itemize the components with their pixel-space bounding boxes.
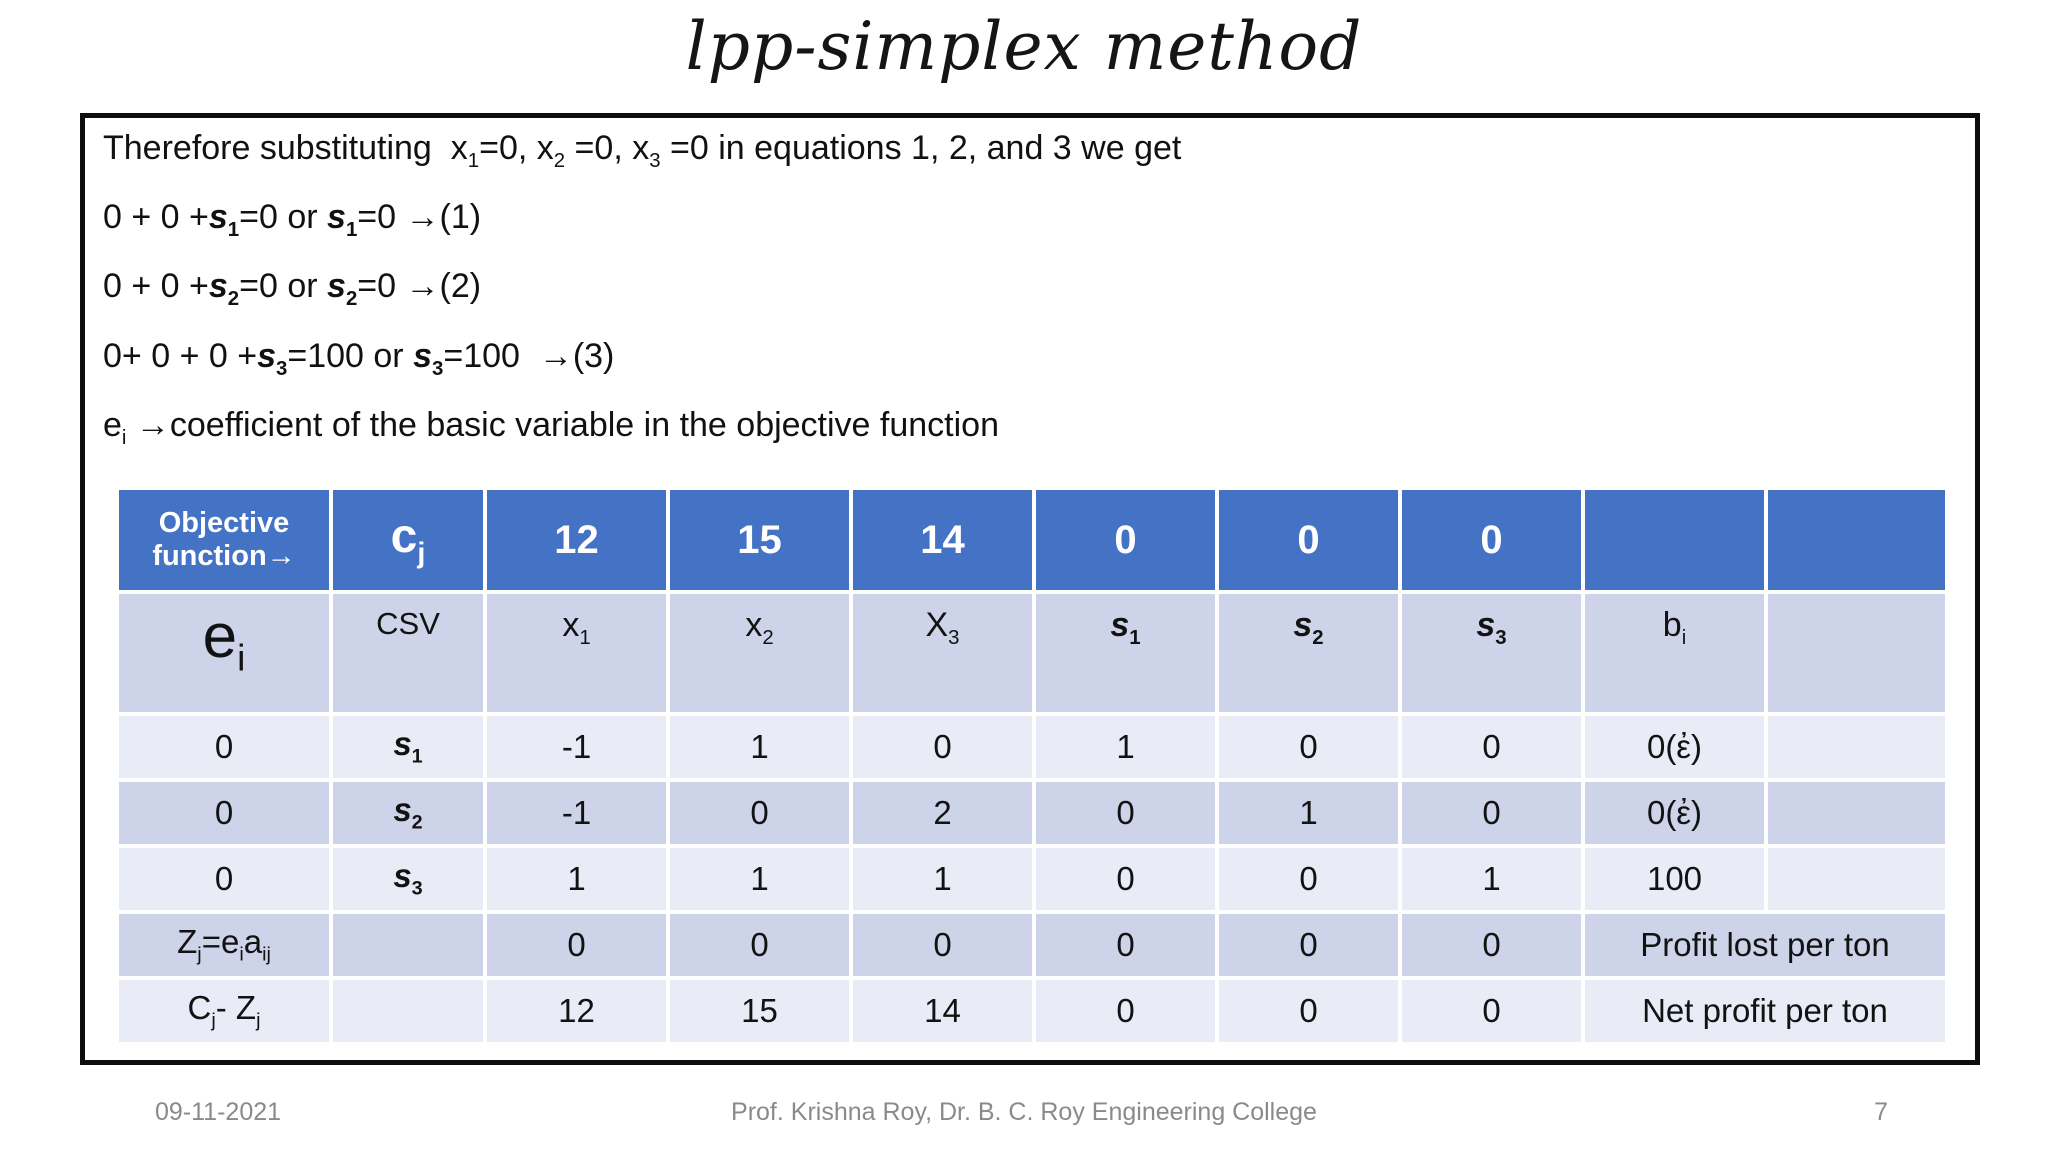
- table-cell: [1768, 782, 1945, 844]
- equations-text-block: Therefore substituting x1=0, x2 =0, x3 =…: [103, 129, 1955, 476]
- table-cell: 12: [487, 490, 666, 590]
- table-cell: s3: [1402, 594, 1581, 712]
- table-cell: 1: [670, 716, 849, 778]
- table-cell: 14: [853, 490, 1032, 590]
- table-cell: [1768, 594, 1945, 712]
- table-cell: 0: [1036, 980, 1215, 1042]
- footer: 09-11-2021 Prof. Krishna Roy, Dr. B. C. …: [0, 1098, 2048, 1127]
- text-line: 0 + 0 +s1=0 or s1=0 →(1): [103, 198, 482, 242]
- text-line: ei →coefficient of the basic variable in…: [103, 405, 999, 449]
- table-cell: 0: [487, 914, 666, 976]
- text-line: Therefore substituting x1=0, x2 =0, x3 =…: [103, 129, 1182, 172]
- table-cell: [1585, 490, 1764, 590]
- table-cell: 0: [1402, 716, 1581, 778]
- table-cell: Profit lost per ton: [1585, 914, 1945, 976]
- table-cell: -1: [487, 782, 666, 844]
- table-cell: s2: [333, 782, 483, 844]
- table-cell: 0: [1219, 980, 1398, 1042]
- table-cell: 0: [1036, 490, 1215, 590]
- table-cell: 0: [119, 848, 329, 910]
- table-cell: cj: [333, 490, 483, 590]
- table-cell: ei: [119, 594, 329, 712]
- table-cell: CSV: [333, 594, 483, 712]
- table-cell: 15: [670, 980, 849, 1042]
- table-cell: 15: [670, 490, 849, 590]
- table-cell: 0: [1036, 914, 1215, 976]
- table-cell: Net profit per ton: [1585, 980, 1945, 1042]
- table-cell: 12: [487, 980, 666, 1042]
- table-cell: 1: [670, 848, 849, 910]
- table-cell: 0: [1402, 490, 1581, 590]
- text-line: 0+ 0 + 0 +s3=100 or s3=100 →(3): [103, 336, 615, 380]
- table-cell: 0: [853, 914, 1032, 976]
- table-cell: X3: [853, 594, 1032, 712]
- table-row: 0 s1 -1 1 0 1 0 0 0(ἐ): [119, 716, 1945, 778]
- table-row: 0 s2 -1 0 2 0 1 0 0(ἐ): [119, 782, 1945, 844]
- text-line: 0 + 0 +s2=0 or s2=0 →(2): [103, 267, 482, 311]
- table-row: Zj=eiaij 0 0 0 0 0 0 Profit lost per ton: [119, 914, 1945, 976]
- table-cell: [333, 980, 483, 1042]
- table-cell: [333, 914, 483, 976]
- table-cell: 0: [670, 782, 849, 844]
- table-cell: 14: [853, 980, 1032, 1042]
- table-row: ei CSV x1 x2 X3 s1 s2 s3 bi: [119, 594, 1945, 712]
- table-cell: 0: [1402, 980, 1581, 1042]
- table-row: 0 s3 1 1 1 0 0 1 100: [119, 848, 1945, 910]
- simplex-table: Objective function→ cj 12 15 14 0 0 0 ei CSV x1 x2 X…: [115, 486, 1949, 1046]
- table-cell: x2: [670, 594, 849, 712]
- footer-date: 09-11-2021: [155, 1098, 282, 1126]
- table-cell: 1: [1219, 782, 1398, 844]
- footer-page-number: 7: [1874, 1098, 1888, 1126]
- table-cell: s3: [333, 848, 483, 910]
- table-cell: 1: [1036, 716, 1215, 778]
- table-cell: 0: [1402, 914, 1581, 976]
- table-cell: 0: [1219, 914, 1398, 976]
- content-box: Therefore substituting x1=0, x2 =0, x3 =…: [80, 113, 1980, 1065]
- table-cell: 1: [853, 848, 1032, 910]
- table-cell: 0(ἐ): [1585, 782, 1764, 844]
- slide-title: lpp-simplex method: [685, 8, 1363, 85]
- table-cell: 0: [670, 914, 849, 976]
- table-cell: 0: [1402, 782, 1581, 844]
- table-cell: Zj=eiaij: [119, 914, 329, 976]
- table-cell: x1: [487, 594, 666, 712]
- table-cell: Objective function→: [119, 490, 329, 590]
- table-cell: bi: [1585, 594, 1764, 712]
- table-cell: s1: [333, 716, 483, 778]
- table-cell: 0(ἐ): [1585, 716, 1764, 778]
- table-cell: 1: [1402, 848, 1581, 910]
- table-cell: 0: [1219, 848, 1398, 910]
- table-cell: 0: [1036, 782, 1215, 844]
- table-cell: 0: [1219, 716, 1398, 778]
- table-cell: 0: [119, 716, 329, 778]
- table-cell: 0: [119, 782, 329, 844]
- footer-credit: Prof. Krishna Roy, Dr. B. C. Roy Enginee…: [731, 1098, 1317, 1126]
- table-cell: [1768, 848, 1945, 910]
- table-row: Objective function→ cj 12 15 14 0 0 0: [119, 490, 1945, 590]
- table-cell: 100: [1585, 848, 1764, 910]
- table-row: Cj- Zj 12 15 14 0 0 0 Net profit per ton: [119, 980, 1945, 1042]
- table-cell: [1768, 716, 1945, 778]
- table-cell: 1: [487, 848, 666, 910]
- table-cell: 0: [853, 716, 1032, 778]
- table-cell: Cj- Zj: [119, 980, 329, 1042]
- table-cell: s1: [1036, 594, 1215, 712]
- table-cell: 0: [1219, 490, 1398, 590]
- table-cell: -1: [487, 716, 666, 778]
- table-cell: 2: [853, 782, 1032, 844]
- table-cell: s2: [1219, 594, 1398, 712]
- table-cell: 0: [1036, 848, 1215, 910]
- table-cell: [1768, 490, 1945, 590]
